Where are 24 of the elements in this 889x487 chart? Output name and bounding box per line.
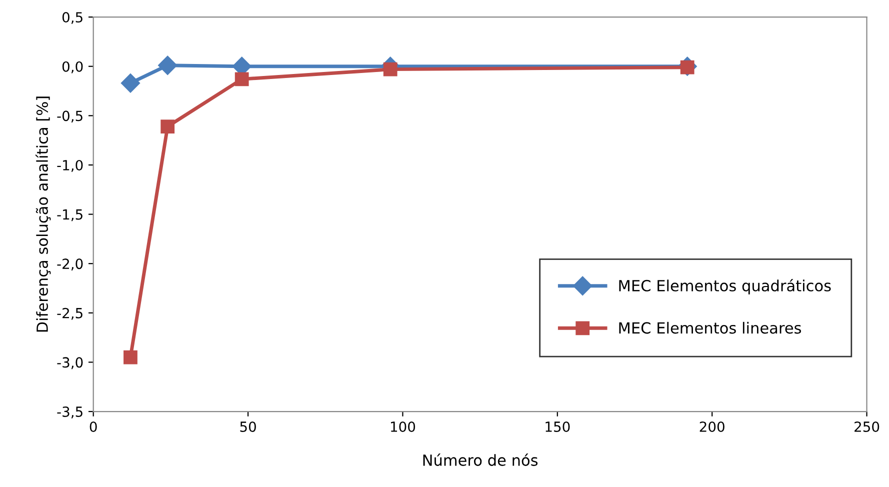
point bbox=[160, 120, 175, 134]
y-tick-label: -3,5 bbox=[57, 406, 82, 418]
x-tick-label: 200 bbox=[700, 421, 724, 432]
x-tick-label: 250 bbox=[854, 421, 880, 432]
point bbox=[234, 72, 249, 86]
y-tick-label: -3,0 bbox=[57, 357, 83, 370]
y-tick-label: -1,0 bbox=[57, 160, 83, 172]
point bbox=[120, 74, 140, 93]
y-tick-label: -0,5 bbox=[57, 110, 82, 123]
y-tick-label: -2,0 bbox=[57, 258, 83, 270]
x-tick-label: 100 bbox=[390, 421, 416, 432]
y-axis-title: Diferença solução analítica [%] bbox=[36, 96, 51, 332]
legend-label: MEC Elementos quadráticos bbox=[619, 278, 831, 294]
y-tick-label: -2,5 bbox=[57, 308, 82, 320]
y-tick-label: -1,5 bbox=[57, 209, 82, 222]
x-tick-label: 150 bbox=[546, 421, 570, 432]
y-tick-label: 0,5 bbox=[62, 12, 82, 24]
legend-label: MEC Elementos lineares bbox=[619, 322, 801, 334]
x-tick-label: 50 bbox=[240, 421, 256, 432]
point bbox=[124, 350, 138, 364]
point bbox=[158, 56, 178, 75]
x-tick-label: 0 bbox=[90, 421, 97, 432]
x-axis-title: Número de nós bbox=[423, 454, 538, 466]
y-tick-label: 0,0 bbox=[62, 61, 83, 74]
